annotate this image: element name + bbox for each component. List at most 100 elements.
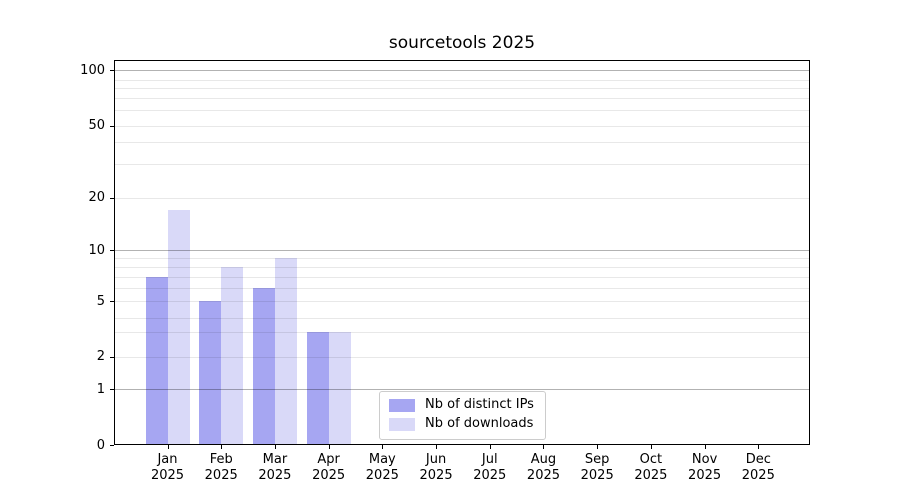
y-axis-tick [110, 70, 114, 71]
gridline-minor [115, 197, 809, 199]
gridline-minor [115, 317, 809, 319]
month-label: Oct [639, 452, 663, 467]
x-axis-tick [221, 445, 223, 449]
x-axis-tick [489, 445, 491, 449]
bar-nb-of-downloads-mar [274, 258, 297, 444]
gridline-minor [115, 267, 809, 268]
y-axis-tick [110, 356, 114, 358]
legend-row-nb-of-downloads: Nb of downloads [389, 417, 533, 431]
gridline-major [115, 250, 809, 251]
year-label: 2025 [204, 468, 238, 483]
gridline-minor [115, 276, 809, 278]
gridline-minor [115, 301, 809, 302]
x-tick-label-sep: Sep 2025 [569, 452, 625, 484]
x-axis-tick [758, 445, 760, 449]
x-axis-tick [167, 445, 169, 449]
year-label: 2025 [741, 468, 775, 483]
bar-nb-of-downloads-feb [221, 267, 244, 444]
gridline-minor [115, 141, 809, 143]
gridline-major [115, 389, 809, 390]
y-tick-label: 5 [96, 293, 105, 309]
bar-nb-of-distinct-ips-apr [306, 331, 329, 444]
x-axis-tick [382, 445, 384, 449]
gridline-minor [115, 79, 809, 81]
year-label: 2025 [258, 468, 292, 483]
month-label: Sep [584, 452, 610, 467]
y-tick-label: 100 [80, 62, 105, 78]
y-axis-tick [110, 445, 114, 446]
x-tick-label-jun: Jun 2025 [408, 452, 464, 484]
bar-nb-of-downloads-jan [167, 209, 190, 444]
gridline-minor [115, 288, 809, 289]
month-label: Jun [425, 452, 447, 467]
gridline-major [115, 70, 809, 71]
x-tick-label-jan: Jan 2025 [140, 452, 196, 484]
gridline-minor [115, 258, 809, 259]
x-tick-label-apr: Apr 2025 [301, 452, 357, 484]
x-tick-label-dec: Dec 2025 [730, 452, 786, 484]
legend-swatch-nb-of-downloads [389, 417, 415, 431]
plot-area [114, 60, 810, 445]
legend-swatch-nb-of-distinct-ips [389, 398, 415, 412]
gridline-minor [115, 356, 809, 358]
month-label: Feb [209, 452, 233, 467]
year-label: 2025 [150, 468, 185, 483]
y-tick-label: 20 [88, 190, 105, 205]
month-label: Aug [530, 452, 557, 467]
x-tick-label-feb: Feb 2025 [193, 452, 249, 484]
month-label: Dec [745, 452, 771, 467]
y-tick-label: 2 [96, 349, 105, 364]
x-tick-label-jul: Jul 2025 [462, 452, 518, 484]
gridline-minor [115, 164, 809, 165]
y-tick-label: 0 [96, 437, 105, 453]
bar-nb-of-distinct-ips-mar [252, 288, 275, 444]
x-axis-tick [704, 445, 706, 449]
month-label: Jul [481, 452, 498, 467]
year-label: 2025 [634, 468, 668, 483]
bar-nb-of-distinct-ips-feb [199, 301, 222, 444]
legend-label: Nb of downloads [425, 416, 534, 431]
legend-label: Nb of distinct IPs [425, 397, 534, 412]
month-label: Apr [317, 452, 340, 467]
x-tick-label-mar: Mar 2025 [247, 452, 303, 484]
x-axis-tick [597, 445, 599, 449]
year-label: 2025 [473, 468, 507, 483]
x-tick-label-aug: Aug 2025 [515, 452, 571, 484]
year-label: 2025 [419, 468, 453, 483]
x-axis-tick [543, 445, 545, 449]
month-label: Jan [157, 452, 178, 467]
y-axis-tick [110, 197, 114, 199]
y-axis-tick [110, 301, 114, 302]
x-tick-label-oct: Oct 2025 [623, 452, 679, 484]
gridline-minor [115, 125, 809, 127]
legend-row-nb-of-distinct-ips: Nb of distinct IPs [389, 398, 534, 412]
gridline-minor [115, 98, 809, 99]
x-axis-tick [650, 445, 652, 449]
year-label: 2025 [365, 468, 399, 483]
y-tick-label: 50 [88, 118, 105, 133]
y-axis-tick [110, 389, 114, 390]
gridline-minor [115, 331, 809, 333]
gridline-minor [115, 88, 809, 89]
year-label: 2025 [688, 468, 722, 483]
year-label: 2025 [580, 468, 614, 483]
bar-nb-of-distinct-ips-jan [145, 276, 168, 444]
bar-nb-of-downloads-apr [328, 331, 351, 444]
x-tick-label-nov: Nov 2025 [677, 452, 733, 484]
chart-title: sourcetools 2025 [388, 33, 536, 53]
y-tick-label: 1 [96, 381, 105, 397]
y-tick-label: 10 [88, 242, 105, 258]
month-label: May [368, 452, 396, 467]
x-axis-tick [436, 445, 438, 449]
gridline-minor [115, 110, 809, 111]
month-label: Mar [262, 452, 288, 467]
x-axis-tick [274, 445, 276, 449]
month-label: Nov [691, 452, 718, 467]
y-axis-tick [110, 125, 114, 127]
legend: Nb of distinct IPs Nb of downloads [379, 391, 546, 440]
x-axis-tick [328, 445, 330, 449]
year-label: 2025 [526, 468, 561, 483]
year-label: 2025 [312, 468, 346, 483]
y-axis-tick [110, 250, 114, 251]
